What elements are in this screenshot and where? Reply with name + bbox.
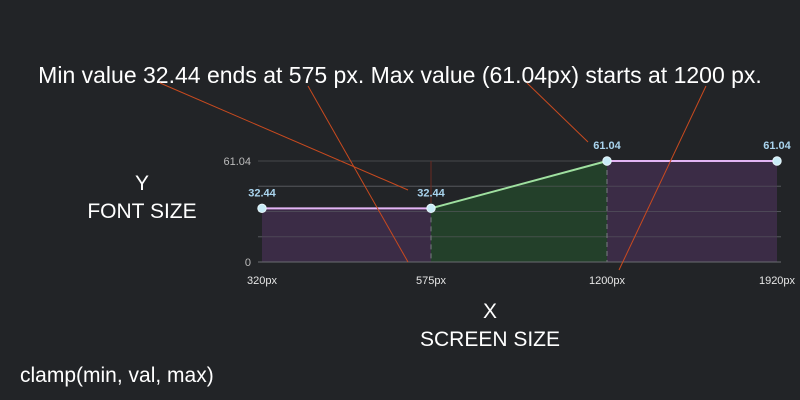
x-axis-label: X SCREEN SIZE: [390, 298, 590, 354]
clamp-formula: clamp(min, val, max): [20, 364, 214, 387]
annotation-pointer-0: [159, 82, 409, 191]
x-tick-label: 575px: [416, 275, 446, 287]
data-label: 61.04: [593, 140, 621, 152]
y-tick-label: 61.04: [223, 156, 251, 168]
annotation-text: Min value 32.44 ends at 575 px. Max valu…: [38, 62, 762, 88]
data-point: [426, 203, 436, 214]
data-label: 61.04: [763, 140, 791, 152]
x-tick-label: 1200px: [589, 275, 626, 287]
data-point: [772, 156, 782, 166]
annotation-pointer-3: [618, 85, 707, 271]
y-axis-label: Y FONT SIZE: [62, 170, 222, 226]
x-axis-title: X: [482, 300, 497, 323]
series-segment-ramp: [430, 160, 608, 210]
annotation-pointer-2: [526, 82, 589, 143]
y-axis-subtitle: FONT SIZE: [87, 200, 197, 223]
x-tick-label: 1920px: [759, 275, 796, 287]
x-tick-label: 320px: [247, 275, 277, 287]
data-point: [257, 203, 267, 214]
data-label: 32.44: [248, 187, 276, 199]
x-axis-subtitle: SCREEN SIZE: [419, 328, 561, 351]
y-axis-title: Y: [134, 172, 149, 195]
data-point: [602, 156, 612, 166]
data-label: 32.44: [417, 187, 445, 199]
min-region-fill: [262, 208, 431, 262]
annotation-pointer-1: [307, 85, 409, 263]
y-tick-label: 0: [245, 257, 251, 269]
